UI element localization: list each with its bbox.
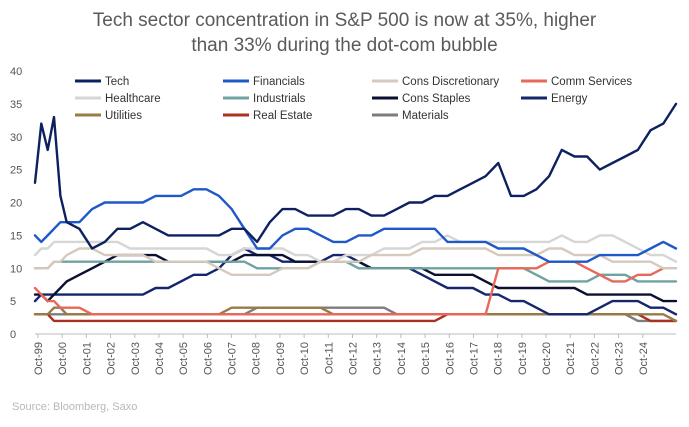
- legend-item: Real Estate: [223, 110, 312, 122]
- x-tick-label: Oct-02: [106, 342, 118, 375]
- series-line-healthcare: [33, 234, 678, 263]
- x-tick-label: Oct-00: [57, 342, 69, 375]
- legend: Tech Financials Cons Discretionary Comm Ser…: [75, 76, 632, 122]
- x-tick-label: Oct-19: [517, 342, 529, 375]
- x-tick-label: Oct-09: [275, 342, 287, 375]
- x-tick-label: Oct-08: [251, 342, 263, 375]
- series-line-energy: [33, 247, 678, 316]
- legend-item: Utilities: [75, 110, 142, 122]
- x-tick-label: Oct-21: [565, 342, 577, 375]
- x-tick-label: Oct-99: [33, 342, 45, 375]
- x-tick-label: Oct-16: [444, 342, 456, 375]
- x-tick-label: Oct-24: [638, 342, 650, 375]
- legend-item: Industrials: [223, 93, 306, 105]
- x-tick-label: Oct-13: [372, 342, 384, 375]
- series-layer: [33, 102, 678, 323]
- legend-label: Industrials: [253, 93, 306, 105]
- legend-item: Cons Discretionary: [372, 76, 499, 88]
- x-tick-label: Oct-23: [614, 342, 626, 375]
- x-tick-label: Oct-15: [420, 342, 432, 375]
- legend-label: Energy: [551, 93, 588, 105]
- chart-title: Tech sector concentration in S&P 500 is …: [0, 8, 689, 58]
- y-tick-label: 0: [10, 329, 16, 341]
- legend-label: Financials: [253, 76, 305, 88]
- legend-item: Energy: [521, 93, 588, 105]
- series-line-cons-discretionary: [33, 247, 678, 276]
- legend-item: Comm Services: [521, 76, 632, 88]
- series-line-financials: [33, 188, 678, 263]
- legend-item: Cons Staples: [372, 93, 471, 105]
- x-tick-label: Oct-11: [323, 342, 335, 374]
- legend-label: Real Estate: [253, 110, 312, 122]
- chart-title-line-1: Tech sector concentration in S&P 500 is …: [92, 10, 597, 31]
- y-tick-label: 30: [10, 132, 22, 144]
- legend-label: Materials: [402, 110, 449, 122]
- chart-title-line-2: than 33% during the dot-com bubble: [191, 35, 498, 56]
- legend-label: Cons Discretionary: [402, 76, 499, 88]
- x-tick-label: Oct-04: [154, 342, 166, 375]
- y-tick-label: 15: [10, 230, 22, 242]
- legend-label: Healthcare: [105, 93, 161, 105]
- legend-item: Materials: [372, 110, 449, 122]
- series-line-comm-services: [33, 260, 678, 316]
- y-tick-label: 25: [10, 165, 22, 177]
- x-tick-label: Oct-12: [348, 342, 360, 375]
- legend-label: Utilities: [105, 110, 142, 122]
- x-tick-label: Oct-18: [493, 342, 505, 375]
- y-axis: 0 5 10 15 20 25 30 35 40: [10, 66, 22, 341]
- source-note: Source: Bloomberg, Saxo: [12, 401, 138, 413]
- y-tick-label: 20: [10, 198, 22, 210]
- legend-item: Financials: [223, 76, 305, 88]
- y-tick-label: 35: [10, 99, 22, 111]
- x-tick-label: Oct-10: [299, 342, 311, 375]
- legend-item: Tech: [75, 76, 129, 88]
- legend-label: Cons Staples: [402, 93, 471, 105]
- legend-item: Healthcare: [75, 93, 161, 105]
- y-tick-label: 40: [10, 66, 22, 78]
- series-line-tech: [33, 102, 678, 250]
- x-tick-label: Oct-07: [227, 342, 239, 375]
- x-tick-label: Oct-20: [541, 342, 553, 375]
- x-tick-label: Oct-03: [130, 342, 142, 375]
- legend-label: Comm Services: [551, 76, 632, 88]
- y-tick-label: 10: [10, 263, 22, 275]
- y-tick-label: 5: [10, 296, 16, 308]
- x-tick-label: Oct-17: [468, 342, 480, 375]
- legend-label: Tech: [105, 76, 129, 88]
- x-tick-label: Oct-14: [396, 342, 408, 375]
- x-tick-label: Oct-01: [81, 342, 93, 375]
- x-axis: Oct-99 Oct-00 Oct-01 Oct-02 Oct-03 Oct-04 Oct-…: [33, 333, 676, 375]
- x-tick-label: Oct-22: [589, 342, 601, 375]
- x-tick-label: Oct-06: [202, 342, 214, 375]
- x-tick-label: Oct-05: [178, 342, 190, 375]
